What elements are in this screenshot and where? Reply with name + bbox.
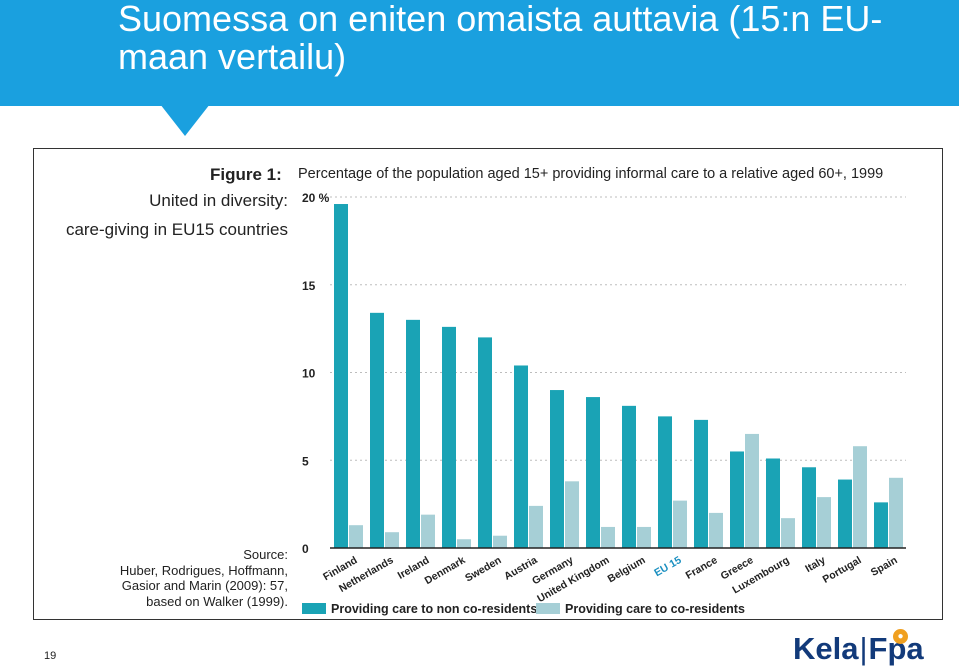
legend-label-non-coresidents: Providing care to non co-residents <box>331 602 537 616</box>
bar-coresidents <box>385 532 399 548</box>
bar-non-coresidents <box>694 419 708 548</box>
figure-caption: Percentage of the population aged 15+ pr… <box>298 166 884 182</box>
bar-coresidents <box>565 481 579 548</box>
bar-coresidents <box>637 526 651 548</box>
bar-coresidents <box>601 526 615 548</box>
source-line: based on Walker (1999). <box>146 593 288 609</box>
bar-coresidents <box>817 497 831 548</box>
page-number: 19 <box>44 650 57 662</box>
x-tick-label: EU 15 <box>652 554 683 579</box>
bar-non-coresidents <box>514 365 528 548</box>
bar-coresidents <box>853 446 867 548</box>
figure-subtitle-line-2: care-giving in EU15 countries <box>65 220 288 239</box>
legend-swatch-coresidents <box>536 603 560 614</box>
bar-non-coresidents <box>874 502 888 548</box>
y-tick-label: 15 <box>302 279 316 293</box>
bar-coresidents <box>889 477 903 548</box>
bar-non-coresidents <box>586 397 600 548</box>
y-tick-label: 0 <box>302 542 309 556</box>
y-tick-label: 20 % <box>302 191 330 205</box>
x-tick-label: France <box>684 554 720 582</box>
legend-label-coresidents: Providing care to co-residents <box>565 602 745 616</box>
bar-non-coresidents <box>622 405 636 548</box>
bar-non-coresidents <box>334 204 348 548</box>
bar-non-coresidents <box>406 319 420 548</box>
banner-notch <box>160 104 210 136</box>
kela-fpa-logo: Kela|Fpa <box>793 632 924 666</box>
y-tick-label: 5 <box>302 454 309 468</box>
bar-coresidents <box>349 525 363 548</box>
x-tick-label: Italy <box>803 554 827 575</box>
source-line: Huber, Rodrigues, Hoffmann, <box>119 562 288 578</box>
legend-swatch-non-coresidents <box>302 603 326 614</box>
bar-non-coresidents <box>658 416 672 548</box>
x-tick-label: Portugal <box>821 554 864 586</box>
logo-separator: | <box>859 631 868 666</box>
source-line: Source: <box>243 547 288 562</box>
bar-coresidents <box>745 433 759 548</box>
bar-coresidents <box>457 539 471 548</box>
y-tick-label: 10 <box>302 367 316 381</box>
bar-non-coresidents <box>766 458 780 548</box>
figure-label: Figure 1: <box>210 165 282 184</box>
bar-non-coresidents <box>478 337 492 548</box>
bar-non-coresidents <box>730 451 744 548</box>
logo-badge-icon: ● <box>893 629 908 644</box>
bar-non-coresidents <box>550 390 564 548</box>
figure-panel: 0 5 10 15 20 % Finland Netherlands Ireland Denma… <box>33 148 943 620</box>
bar-coresidents <box>781 518 795 548</box>
bar-coresidents <box>529 505 543 548</box>
bar-coresidents <box>493 535 507 548</box>
figure-subtitle-line-1: United in diversity: <box>149 191 288 210</box>
x-tick-label: Belgium <box>606 554 648 585</box>
bar-non-coresidents <box>442 326 456 548</box>
bar-coresidents <box>709 512 723 548</box>
bar-coresidents <box>673 500 687 548</box>
source-note: Source: Huber, Rodrigues, Hoffmann, Gasi… <box>58 547 288 609</box>
source-line: Gasior and Marin (2009): 57, <box>121 578 288 593</box>
bar-non-coresidents <box>802 467 816 548</box>
bar-non-coresidents <box>370 312 384 548</box>
title-banner: Suomessa on eniten omaista auttavia (15:… <box>0 0 959 106</box>
bar-coresidents <box>421 514 435 548</box>
slide-title: Suomessa on eniten omaista auttavia (15:… <box>118 0 883 77</box>
bar-non-coresidents <box>838 479 852 548</box>
x-tick-label: Denmark <box>423 554 468 587</box>
x-tick-label: Spain <box>869 554 900 579</box>
x-tick-label: Sweden <box>463 554 503 584</box>
logo-left-text: Kela <box>793 631 859 666</box>
